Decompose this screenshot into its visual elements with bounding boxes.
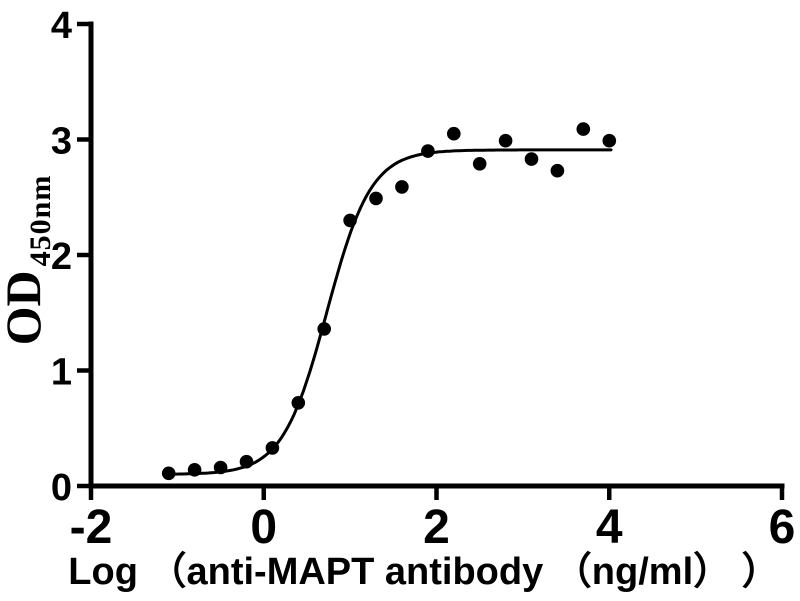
y-tick-label: 3 [51,121,72,163]
y-tick-label: 1 [51,352,72,394]
data-point [343,213,357,228]
data-point [239,454,254,469]
data-point [524,152,539,166]
data-point [550,163,565,178]
data-point [602,133,617,148]
y-axis-title-subscript: 450nm [24,175,57,267]
axis-spine [88,21,785,489]
x-tick-label: 6 [769,501,796,554]
data-point [421,144,435,158]
data-point [265,441,280,455]
y-axis-title-main: OD [0,270,51,345]
data-point [498,133,513,148]
data-points [161,122,617,481]
data-point [395,180,409,194]
fit-curve [165,148,613,476]
data-point [576,122,591,136]
y-tick-label: 0 [51,467,72,509]
data-point [291,396,306,410]
fit-curve-path [165,148,613,476]
y-axis-title: OD 450nm [0,175,57,346]
x-axis-title: Log （anti-MAPT antibody （ng/ml） ） [68,551,779,593]
data-point [447,126,461,141]
data-point [187,463,202,477]
x-tick-label: 2 [423,501,450,554]
axes [77,21,785,500]
y-tick-label: 4 [51,5,72,47]
data-point [369,191,383,206]
x-tick-label: 4 [596,501,623,554]
data-point [317,322,332,336]
data-point [213,460,228,475]
y-tick-label: 2 [51,236,72,278]
data-point [161,466,176,481]
x-tick-label: 0 [250,501,277,554]
x-tick-label: -2 [70,501,113,554]
data-point [472,157,487,171]
